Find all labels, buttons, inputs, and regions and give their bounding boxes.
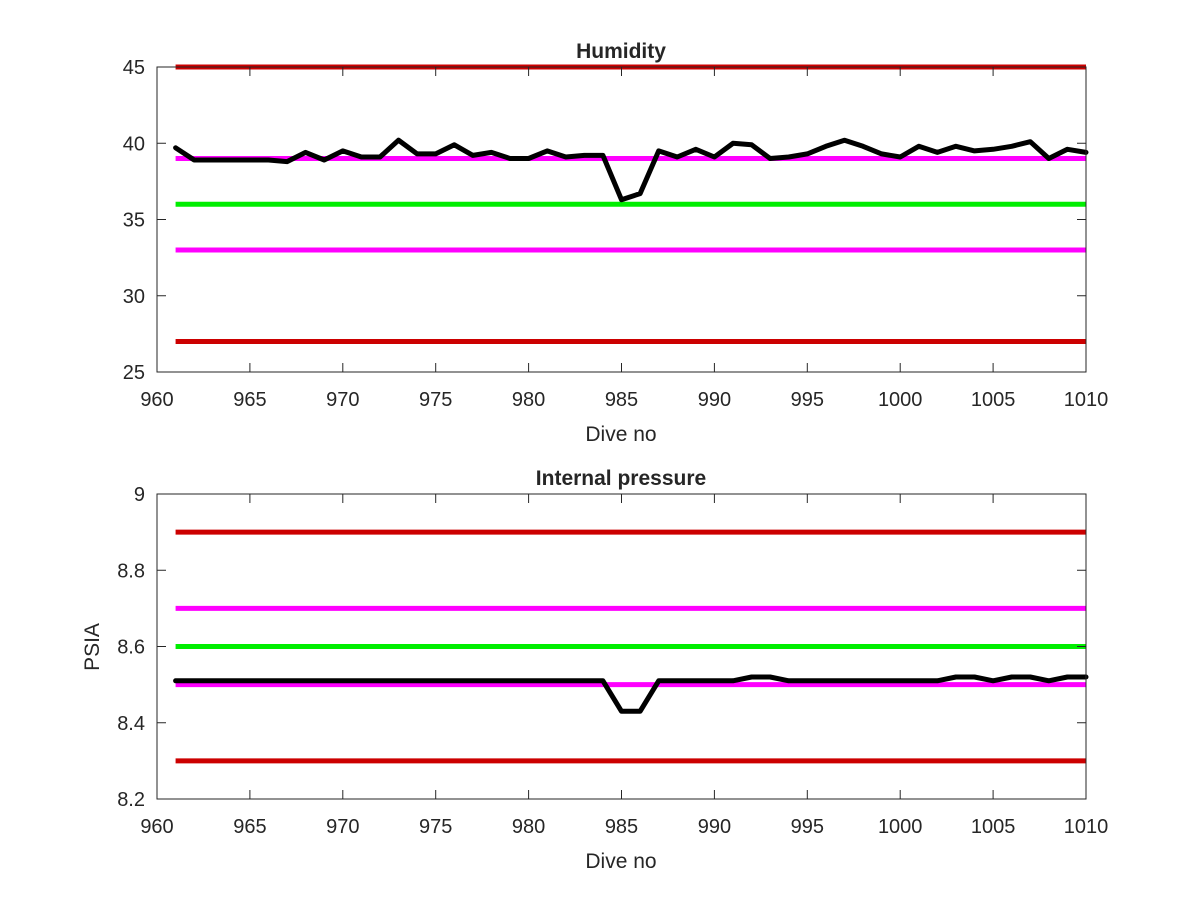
x-tick-label: 975	[419, 816, 452, 838]
data-series-line	[173, 137, 1089, 203]
x-tick-label: 1010	[1064, 389, 1109, 411]
x-axis-label: Dive no	[585, 850, 656, 873]
y-tick-label: 8.8	[117, 560, 145, 582]
x-axis-label: Dive no	[585, 423, 656, 446]
y-tick-label: 9	[134, 484, 145, 506]
y-tick-label: 8.6	[117, 637, 145, 659]
y-tick-label: 25	[123, 362, 145, 384]
x-tick-label: 990	[698, 389, 731, 411]
x-tick-label: 965	[233, 816, 266, 838]
x-tick-label: 980	[512, 389, 545, 411]
ticks: 960 965 970 975 980 985 990 995 1000 1005 1010 25 30…	[123, 57, 1109, 411]
x-tick-label: 1005	[971, 816, 1016, 838]
x-tick-label: 980	[512, 816, 545, 838]
y-tick-label: 35	[123, 210, 145, 232]
humidity-chart: Humidity 960 965 970 975 980 985 990 995 1000 100…	[123, 40, 1109, 446]
x-tick-label: 995	[791, 816, 824, 838]
x-tick-label: 1005	[971, 389, 1016, 411]
x-tick-label: 995	[791, 389, 824, 411]
data-series-line	[173, 674, 1089, 714]
y-tick-label: 8.4	[117, 713, 145, 735]
x-tick-label: 960	[140, 389, 173, 411]
x-tick-label: 1000	[878, 389, 923, 411]
x-tick-label: 970	[326, 816, 359, 838]
x-tick-label: 970	[326, 389, 359, 411]
internal-pressure-chart: Internal pressure 960 965 970 975 980 985 990 9…	[81, 467, 1108, 873]
x-tick-label: 1010	[1064, 816, 1109, 838]
y-axis-label: PSIA	[81, 623, 104, 671]
y-tick-label: 30	[123, 286, 145, 308]
x-tick-label: 985	[605, 389, 638, 411]
y-tick-label: 45	[123, 57, 145, 79]
x-tick-label: 990	[698, 816, 731, 838]
x-tick-label: 975	[419, 389, 452, 411]
plot-area	[173, 529, 1089, 764]
chart-title: Humidity	[576, 40, 666, 63]
x-tick-label: 960	[140, 816, 173, 838]
x-tick-label: 1000	[878, 816, 923, 838]
chart-title: Internal pressure	[536, 467, 706, 490]
ticks: 960 965 970 975 980 985 990 995 1000 1005 1010 8.2 8…	[117, 484, 1108, 838]
x-tick-label: 965	[233, 389, 266, 411]
y-tick-label: 40	[123, 133, 145, 155]
x-tick-label: 985	[605, 816, 638, 838]
y-tick-label: 8.2	[117, 789, 145, 811]
